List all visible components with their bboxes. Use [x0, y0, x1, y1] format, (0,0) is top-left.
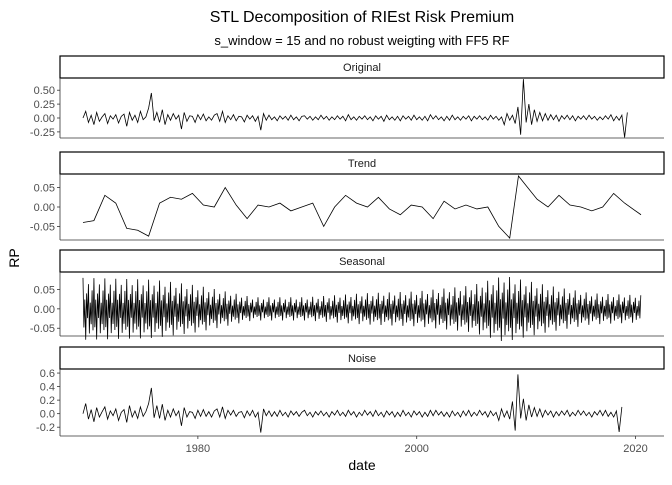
y-tick-label-noise: 0.4 [40, 382, 55, 394]
y-tick-label-noise: 0.0 [40, 409, 55, 421]
y-tick-label-original: 0.00 [34, 113, 55, 125]
y-tick-label-seasonal: 0.05 [34, 284, 55, 296]
series-line-seasonal [82, 277, 642, 341]
strip-trend [59, 151, 665, 175]
y-tick-label-noise: -0.2 [36, 422, 55, 434]
x-tick-label: 1980 [186, 443, 210, 455]
y-tick-label-trend: -0.05 [30, 221, 55, 233]
strip-label-noise: Noise [348, 353, 376, 365]
series-line-noise [82, 374, 623, 433]
strip-noise [59, 346, 665, 370]
series-line-trend [82, 174, 642, 239]
panels-group: Original -0.25 0.00 0.25 0.50 Trend -0.05 0.00 0… [30, 55, 665, 437]
y-tick-label-trend: 0.05 [34, 183, 55, 195]
x-tick-label: 2000 [404, 443, 428, 455]
chart-title: STL Decomposition of RIEst Risk Premium [210, 9, 514, 26]
y-tick-label-trend: 0.00 [34, 202, 55, 214]
series-line-original [82, 79, 628, 138]
strip-label-original: Original [343, 62, 381, 74]
strip-seasonal [59, 249, 665, 273]
strip-label-trend: Trend [348, 158, 376, 170]
y-tick-label-original: 0.50 [34, 85, 55, 97]
panel-original: Original -0.25 0.00 0.25 0.50 [30, 55, 665, 139]
y-tick-label-noise: 0.2 [40, 395, 55, 407]
panel-trend: Trend -0.05 0.00 0.05 [30, 151, 665, 241]
chart-subtitle: s_window = 15 and no robust weigting wit… [214, 33, 509, 48]
strip-label-seasonal: Seasonal [339, 256, 385, 268]
y-axis-title: RP [6, 248, 22, 267]
y-tick-label-noise: 0.6 [40, 368, 55, 380]
y-tick-label-original: 0.25 [34, 99, 55, 111]
x-tick-label: 2020 [623, 443, 647, 455]
y-tick-label-seasonal: 0.00 [34, 304, 55, 316]
y-tick-label-original: -0.25 [30, 127, 55, 139]
strip-original [59, 55, 665, 79]
y-tick-label-seasonal: -0.05 [30, 323, 55, 335]
x-axis: 1980 2000 2020 [186, 436, 648, 455]
x-axis-title: date [348, 457, 375, 473]
panel-noise: Noise -0.20.0 0.20.4 0.6 [36, 346, 665, 437]
panel-seasonal: Seasonal -0.05 0.00 0.05 [30, 249, 665, 341]
